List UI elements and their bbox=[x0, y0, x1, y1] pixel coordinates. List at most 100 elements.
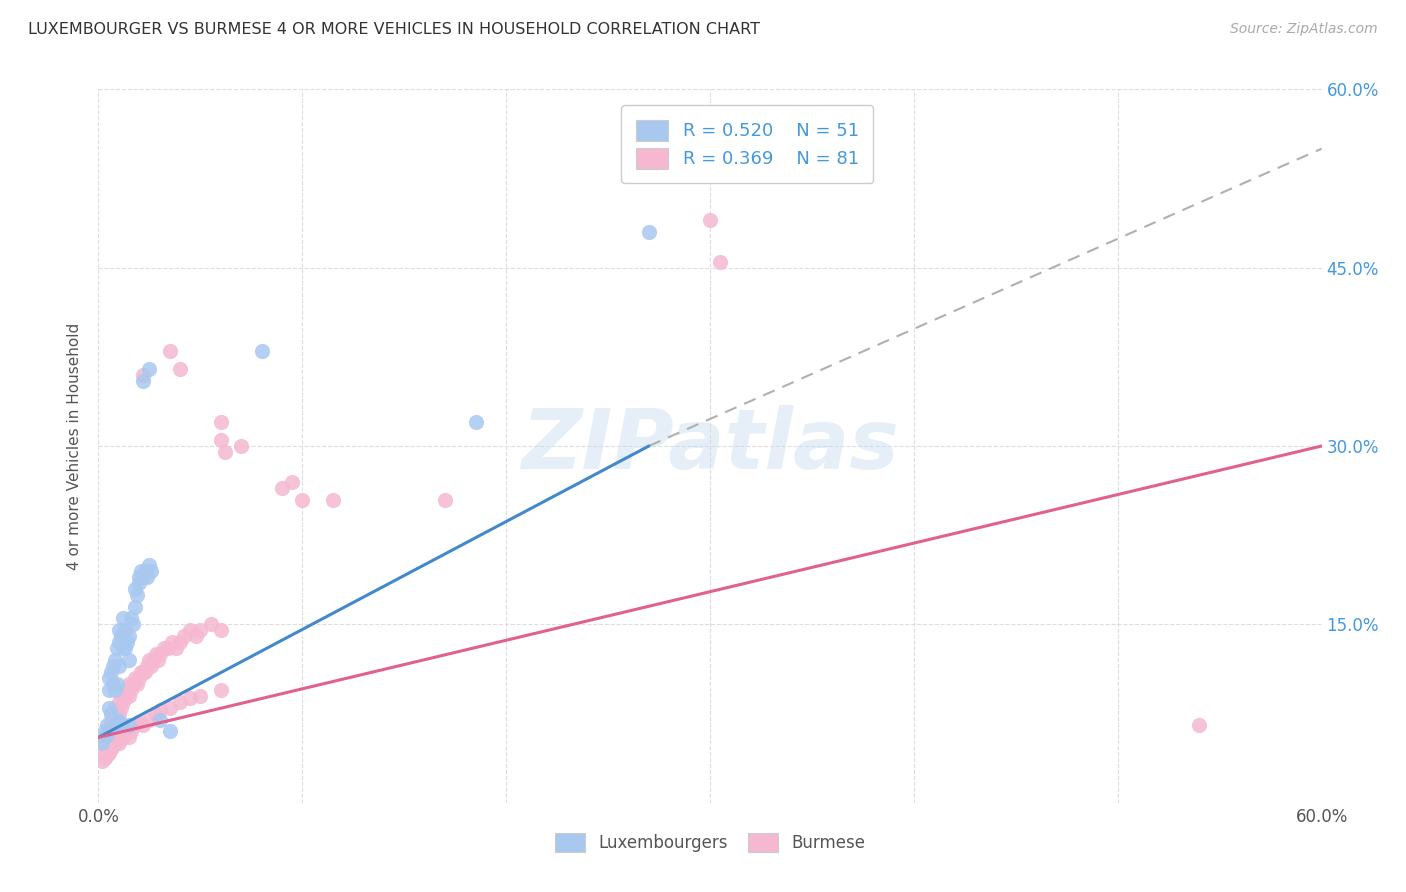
Point bbox=[118, 677, 141, 691]
Point bbox=[128, 714, 150, 729]
Point bbox=[104, 718, 127, 732]
Point bbox=[132, 368, 155, 382]
Point bbox=[93, 736, 115, 750]
Point bbox=[160, 635, 183, 649]
Point bbox=[169, 635, 191, 649]
Point bbox=[101, 659, 124, 673]
Point bbox=[127, 588, 149, 602]
Point bbox=[104, 700, 127, 714]
Point bbox=[104, 718, 127, 732]
Point bbox=[128, 575, 150, 590]
Point bbox=[101, 706, 124, 721]
Point bbox=[214, 445, 236, 459]
Point bbox=[464, 415, 486, 429]
Point bbox=[96, 718, 118, 732]
Point bbox=[101, 739, 124, 753]
Point bbox=[118, 731, 141, 745]
Point bbox=[270, 481, 294, 495]
Point bbox=[132, 665, 155, 679]
Point bbox=[101, 724, 124, 739]
Point bbox=[638, 225, 661, 239]
Point bbox=[146, 653, 169, 667]
Point bbox=[120, 682, 142, 697]
Point bbox=[97, 746, 120, 760]
Point bbox=[434, 492, 457, 507]
Point bbox=[159, 724, 181, 739]
Point bbox=[114, 727, 136, 741]
Point bbox=[97, 724, 120, 739]
Point bbox=[179, 691, 201, 706]
Point bbox=[101, 677, 124, 691]
Point bbox=[105, 713, 128, 727]
Point bbox=[322, 492, 344, 507]
Point bbox=[120, 611, 142, 625]
Point bbox=[136, 659, 159, 673]
Point bbox=[111, 695, 134, 709]
Point bbox=[114, 641, 136, 656]
Point bbox=[111, 641, 134, 656]
Point bbox=[132, 374, 155, 388]
Point bbox=[110, 700, 132, 714]
Point bbox=[108, 706, 131, 721]
Point bbox=[132, 570, 155, 584]
Point bbox=[186, 629, 208, 643]
Point bbox=[209, 624, 232, 638]
Point bbox=[104, 736, 127, 750]
Text: Source: ZipAtlas.com: Source: ZipAtlas.com bbox=[1230, 22, 1378, 37]
Point bbox=[93, 731, 115, 745]
Point bbox=[100, 713, 122, 727]
Point bbox=[291, 492, 314, 507]
Point bbox=[132, 718, 155, 732]
Point bbox=[699, 213, 721, 227]
Point bbox=[91, 754, 114, 768]
Point bbox=[209, 433, 232, 447]
Point bbox=[127, 677, 149, 691]
Point bbox=[108, 695, 131, 709]
Point bbox=[128, 671, 150, 685]
Point bbox=[124, 599, 146, 614]
Point bbox=[91, 736, 114, 750]
Point bbox=[115, 635, 138, 649]
Point bbox=[104, 682, 127, 697]
Point bbox=[188, 689, 212, 703]
Point bbox=[105, 641, 128, 656]
Point bbox=[105, 677, 128, 691]
Point bbox=[124, 671, 146, 685]
Point bbox=[97, 731, 120, 745]
Point bbox=[100, 706, 122, 721]
Point bbox=[200, 617, 222, 632]
Point bbox=[91, 748, 114, 763]
Point bbox=[118, 689, 141, 703]
Point bbox=[188, 624, 212, 638]
Point bbox=[173, 629, 195, 643]
Point bbox=[111, 689, 134, 703]
Point bbox=[96, 742, 118, 756]
Point bbox=[159, 700, 181, 714]
Point bbox=[110, 629, 132, 643]
Point bbox=[108, 714, 131, 729]
Point bbox=[104, 653, 127, 667]
Point bbox=[93, 724, 115, 739]
Point bbox=[118, 629, 141, 643]
Point bbox=[128, 570, 150, 584]
Point bbox=[141, 564, 163, 578]
Point bbox=[118, 653, 141, 667]
Point bbox=[138, 558, 160, 572]
Point bbox=[1188, 718, 1211, 732]
Text: LUXEMBOURGER VS BURMESE 4 OR MORE VEHICLES IN HOUSEHOLD CORRELATION CHART: LUXEMBOURGER VS BURMESE 4 OR MORE VEHICL… bbox=[28, 22, 761, 37]
Point bbox=[149, 647, 172, 661]
Point bbox=[709, 254, 731, 268]
Point bbox=[169, 695, 191, 709]
Y-axis label: 4 or more Vehicles in Household: 4 or more Vehicles in Household bbox=[67, 322, 83, 570]
Point bbox=[136, 570, 159, 584]
Point bbox=[209, 682, 232, 697]
Point bbox=[122, 677, 145, 691]
Point bbox=[124, 718, 146, 732]
Point bbox=[105, 734, 128, 748]
Point bbox=[129, 665, 152, 679]
Point bbox=[152, 641, 174, 656]
Point bbox=[108, 635, 131, 649]
Point bbox=[100, 742, 122, 756]
Point bbox=[122, 617, 145, 632]
Point bbox=[138, 361, 160, 376]
